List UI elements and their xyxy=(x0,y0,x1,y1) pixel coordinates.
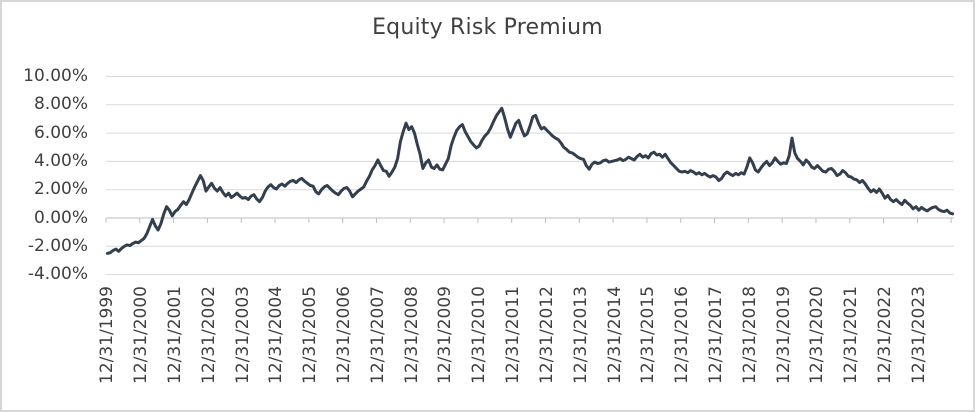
y-tick-label: -4.00% xyxy=(27,264,88,285)
x-tick-label: 12/31/2018 xyxy=(739,286,760,384)
x-tick-label: 12/31/2014 xyxy=(604,286,625,384)
x-tick-label: 12/31/2004 xyxy=(266,286,287,384)
y-tick-label: 2.00% xyxy=(33,179,88,200)
x-tick-label: 12/31/2016 xyxy=(672,286,693,384)
x-tick-label: 12/31/2015 xyxy=(638,286,659,384)
x-tick-label: 12/31/2019 xyxy=(773,286,794,384)
x-tick-label: 12/31/2023 xyxy=(908,286,929,384)
x-tick-label: 12/31/2010 xyxy=(469,286,490,384)
erp-line-series xyxy=(105,106,955,255)
x-tick-label: 12/31/2005 xyxy=(300,286,321,384)
x-tick-label: 12/31/2002 xyxy=(198,286,219,384)
x-tick-label: 12/31/2009 xyxy=(435,286,456,384)
chart-title: Equity Risk Premium xyxy=(372,15,603,40)
y-tick-label: 10.00% xyxy=(23,66,88,86)
x-tick-label: 12/31/2022 xyxy=(874,286,895,384)
x-tick-label: 12/31/2011 xyxy=(503,286,524,384)
x-tick-label: 12/31/1999 xyxy=(97,286,118,384)
x-tick-label: 12/31/2017 xyxy=(705,286,726,384)
x-tick-label: 12/31/2000 xyxy=(131,286,152,384)
y-tick-label: 6.00% xyxy=(33,122,88,143)
x-tick-label: 12/31/2001 xyxy=(165,286,186,384)
x-tick-label: 12/31/2008 xyxy=(401,286,422,384)
x-tick-label: 12/31/2006 xyxy=(334,286,355,384)
x-tick-label: 12/31/2021 xyxy=(841,286,862,384)
x-tick-label: 12/31/2020 xyxy=(807,286,828,384)
x-tick-label: 12/31/2013 xyxy=(570,286,591,384)
y-tick-label: 0.00% xyxy=(33,207,88,228)
x-tick-label: 12/31/2007 xyxy=(367,286,388,384)
y-tick-label: -2.00% xyxy=(27,235,88,256)
x-tick-label: 12/31/2003 xyxy=(232,286,253,384)
y-tick-label: 8.00% xyxy=(33,94,88,115)
x-tick-label: 12/31/2012 xyxy=(536,286,557,384)
y-tick-label: 4.00% xyxy=(33,150,88,171)
